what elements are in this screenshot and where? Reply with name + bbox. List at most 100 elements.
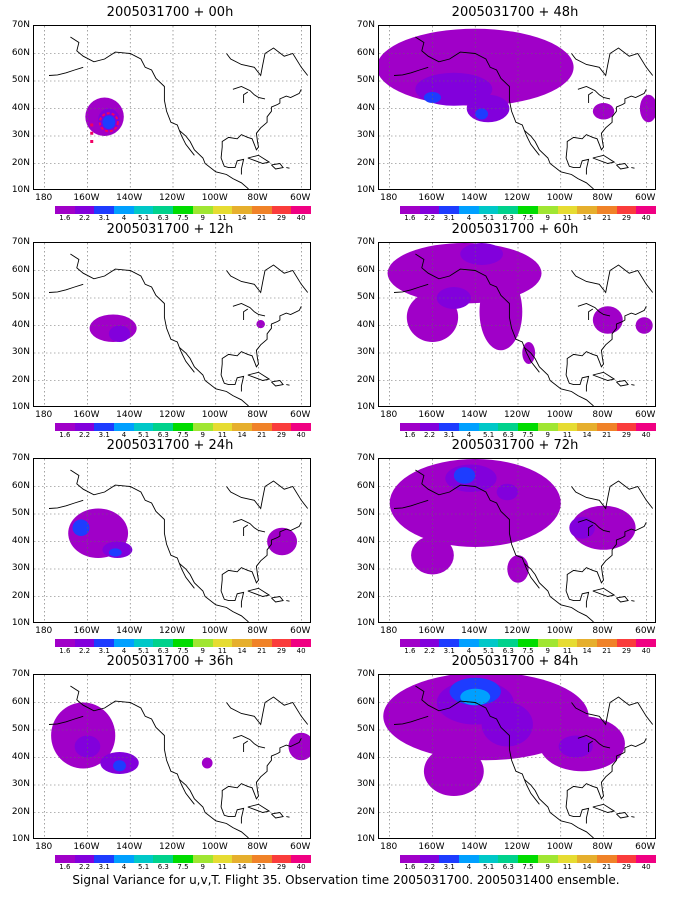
colorbar-swatch — [577, 423, 597, 431]
coastline — [577, 519, 611, 533]
longitude-label: 160W — [73, 842, 100, 852]
colorbar-label: 11 — [217, 431, 227, 439]
longitude-label: 80W — [247, 193, 268, 203]
latitude-label: 70N — [11, 669, 30, 679]
latitude-label: 30N — [11, 130, 30, 140]
colorbar-swatch — [114, 206, 134, 214]
colorbar-label: 6.3 — [157, 647, 169, 655]
coastline — [286, 816, 290, 818]
latitude-label: 60N — [356, 696, 375, 707]
longitude-label: 140W — [116, 626, 143, 636]
colorbar-swatch — [636, 206, 656, 214]
longitude-label: 100W — [546, 410, 573, 420]
coastline — [577, 735, 611, 749]
coastline — [247, 371, 271, 381]
longitude-label: 80W — [592, 626, 613, 636]
colorbar-label: 3.1 — [98, 214, 110, 222]
coastline — [70, 253, 249, 406]
coastline — [220, 363, 245, 392]
coastline — [523, 563, 540, 589]
map-panel-60h: 2005031700 + 60h 70N 60N 50N 40N 30N 20N 10N 18… — [345, 222, 685, 439]
colorbar-swatch — [94, 423, 115, 431]
colorbar-swatch — [291, 855, 311, 863]
colorbar-swatch — [153, 423, 174, 431]
longitude-label: 180 — [380, 410, 398, 420]
colorbar-label: 3.1 — [443, 863, 455, 871]
longitude-label: 120W — [158, 410, 186, 420]
longitude-label: 160W — [418, 842, 445, 852]
colorbar-label: 21 — [602, 214, 612, 222]
longitude-label: 60W — [635, 410, 656, 420]
colorbar-swatch — [596, 855, 617, 863]
colorbar-label: 21 — [602, 431, 612, 439]
colorbar-label: 29 — [621, 431, 631, 439]
latitude-label: 30N — [356, 347, 375, 357]
coastline — [247, 803, 271, 813]
colorbar — [55, 639, 311, 647]
colorbar-label: 1.6 — [404, 214, 416, 222]
longitude-label: 120W — [503, 193, 531, 203]
panel-title: 2005031700 + 24h — [106, 438, 234, 453]
colorbar-label: 3.1 — [98, 431, 110, 439]
coastline — [577, 303, 611, 317]
latitude-label: 50N — [11, 75, 30, 85]
map-panel-36h: 2005031700 + 36h 70N 60N 50N 40N 30N 20N 10N 18… — [0, 654, 340, 871]
panel-title: 2005031700 + 60h — [451, 222, 579, 237]
colorbar-label: 2.2 — [423, 214, 436, 222]
colorbar-label: 2.2 — [78, 863, 91, 871]
colorbar-swatch — [478, 423, 499, 431]
latitude-label: 70N — [356, 237, 375, 247]
colorbar-label: 4 — [466, 647, 472, 655]
latitude-label: 10N — [356, 834, 375, 844]
latitude-label: 70N — [11, 453, 30, 463]
colorbar-label: 7.5 — [177, 647, 189, 655]
colorbar-label: 29 — [276, 647, 286, 655]
colorbar-label: 3.1 — [98, 647, 110, 655]
longitude-label: 160W — [73, 410, 100, 420]
colorbar-label: 9 — [200, 647, 205, 655]
colorbar-swatch — [133, 423, 154, 431]
colorbar-label: 40 — [641, 647, 651, 655]
colorbar-label: 14 — [582, 431, 592, 439]
variance-shading — [479, 273, 523, 351]
colorbar-label: 1.6 — [404, 431, 416, 439]
map-area — [33, 674, 311, 839]
coastline — [631, 816, 635, 818]
coastline — [565, 795, 590, 824]
map-area — [33, 458, 311, 623]
latitude-label: 20N — [356, 374, 375, 385]
colorbar-swatch — [291, 639, 311, 647]
colorbar-swatch — [616, 423, 637, 431]
latitude-label: 20N — [11, 590, 30, 601]
longitude-label: 140W — [461, 626, 488, 636]
colorbar-label: 2.2 — [423, 647, 436, 655]
coastline — [178, 563, 195, 589]
latitude-label: 60N — [356, 47, 375, 58]
latitude-label: 10N — [356, 402, 375, 412]
colorbar-label: 7.5 — [177, 431, 189, 439]
map-area — [378, 25, 656, 190]
colorbar-swatch — [577, 855, 597, 863]
coastline — [588, 524, 594, 536]
colorbar-swatch — [537, 206, 558, 214]
colorbar-swatch — [94, 206, 115, 214]
colorbar-label: 40 — [641, 863, 651, 871]
coastline — [523, 779, 540, 805]
latitude-label: 20N — [356, 590, 375, 601]
colorbar-swatch — [133, 206, 154, 214]
map-area — [33, 242, 311, 407]
longitude-label: 140W — [461, 410, 488, 420]
colorbar-label: 21 — [602, 863, 612, 871]
coastline — [286, 600, 290, 602]
longitude-label: 100W — [201, 193, 228, 203]
colorbar-label: 5.1 — [483, 863, 495, 871]
colorbar-label: 40 — [641, 214, 651, 222]
colorbar-label: 14 — [237, 863, 247, 871]
colorbar-label: 29 — [621, 214, 631, 222]
coastline — [415, 36, 594, 189]
map-panel-12h: 2005031700 + 12h 70N 60N 50N 40N 30N 20N 10N 18… — [0, 222, 340, 439]
latitude-label: 60N — [11, 696, 30, 707]
colorbar-label: 6.3 — [157, 431, 169, 439]
coastline — [616, 596, 629, 603]
colorbar-label: 2.2 — [78, 214, 91, 222]
